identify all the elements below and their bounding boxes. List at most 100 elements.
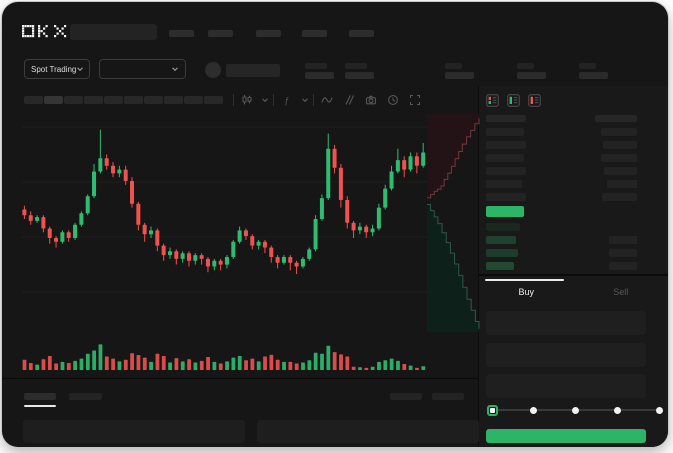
bottom-action-placeholder[interactable] [390, 393, 422, 400]
stat-value-placeholder [579, 72, 608, 79]
ask-amount-placeholder [601, 128, 637, 136]
compare-icon[interactable] [343, 94, 355, 106]
indicator-icon[interactable]: ƒ [281, 94, 293, 106]
pair-name-placeholder [226, 64, 280, 77]
nav-item-placeholder[interactable] [169, 30, 194, 37]
bid-amount-placeholder [609, 249, 637, 257]
tab-buy[interactable]: Buy [479, 279, 574, 305]
panel-divider [479, 274, 668, 276]
bid-price-placeholder [486, 223, 520, 231]
volume-bars [22, 344, 426, 370]
timeframe-button-placeholder[interactable] [204, 96, 223, 104]
ask-price-placeholder [486, 180, 522, 188]
bid-price-placeholder [486, 249, 518, 257]
ask-price-placeholder [486, 193, 526, 201]
stat-label-placeholder [305, 63, 327, 69]
ask-price-placeholder [486, 154, 524, 162]
stat-value-placeholder [445, 72, 474, 79]
line-style-icon[interactable] [321, 94, 333, 106]
timeframe-button-placeholder[interactable] [144, 96, 163, 104]
okx-logo-glyph [22, 25, 67, 38]
timeframe-button-placeholder[interactable] [24, 96, 43, 104]
nav-item-placeholder[interactable] [256, 30, 281, 37]
stat-value-placeholder [345, 72, 374, 79]
book-amount-header-placeholder [595, 115, 637, 122]
candles-icon[interactable] [241, 94, 253, 106]
bid-amount-placeholder [609, 236, 637, 244]
camera-icon[interactable] [365, 94, 377, 106]
order-input-placeholder[interactable] [486, 311, 646, 335]
slider-stop[interactable] [655, 406, 663, 414]
timeframe-button-placeholder[interactable] [84, 96, 103, 104]
ask-amount-placeholder [607, 180, 637, 188]
ask-amount-placeholder [602, 193, 637, 201]
fullscreen-icon[interactable] [409, 94, 421, 106]
slider-handle-dot [489, 407, 495, 413]
stat-label-placeholder [345, 63, 367, 69]
active-tab-indicator [24, 405, 56, 407]
bottom-tab-placeholder[interactable] [69, 393, 102, 400]
bottom-action-placeholder[interactable] [432, 393, 464, 400]
slider-stop[interactable] [613, 406, 621, 414]
coin-icon [205, 62, 221, 78]
bottom-panel [2, 378, 479, 447]
toolbar-divider [313, 94, 314, 106]
slider-stop[interactable] [572, 406, 579, 414]
book-bids-icon[interactable] [507, 94, 520, 107]
nav-item-placeholder[interactable] [302, 30, 327, 37]
timeframe-button-placeholder[interactable] [64, 96, 83, 104]
timeframe-button-placeholder[interactable] [184, 96, 203, 104]
chevron-down-icon[interactable] [299, 94, 311, 106]
history-icon[interactable] [387, 94, 399, 106]
bid-amount-placeholder [609, 262, 637, 270]
stat-label-placeholder [579, 63, 596, 69]
order-panel: Buy Sell [478, 86, 668, 447]
bottom-content-placeholder [257, 420, 479, 443]
chevron-down-icon [77, 67, 84, 72]
depth-chart [427, 114, 480, 332]
timeframe-button-placeholder[interactable] [164, 96, 183, 104]
book-price-header-placeholder [486, 115, 526, 122]
bottom-content-placeholder [23, 420, 245, 443]
slider-stop[interactable] [530, 406, 538, 414]
ask-amount-placeholder [601, 154, 637, 162]
timeframe-button-placeholder[interactable] [44, 96, 63, 104]
bid-price-placeholder [486, 262, 514, 270]
nav-item-placeholder[interactable] [349, 30, 374, 37]
trade-side-tabs: Buy Sell [479, 279, 668, 305]
book-all-icon[interactable] [486, 94, 499, 107]
chevron-down-icon [172, 67, 178, 72]
buy-submit-button[interactable] [486, 429, 646, 443]
ask-price-placeholder [486, 141, 526, 149]
candlestick-chart[interactable] [22, 114, 427, 314]
stat-value-placeholder [305, 72, 334, 79]
svg-text:ƒ: ƒ [284, 96, 289, 106]
order-input-placeholder[interactable] [486, 343, 646, 367]
nav-item-placeholder[interactable] [208, 30, 233, 37]
chevron-down-icon[interactable] [259, 94, 271, 106]
ask-price-placeholder [486, 167, 526, 175]
stat-value-placeholder [517, 72, 546, 79]
stat-label-placeholder [445, 63, 462, 69]
bottom-tab-placeholder[interactable] [24, 393, 56, 400]
ask-price-placeholder [486, 128, 524, 136]
bid-price-placeholder [486, 236, 516, 244]
ask-amount-placeholder [603, 141, 637, 149]
last-price-block [486, 206, 524, 217]
market-type-select[interactable]: Spot Trading [24, 59, 90, 79]
market-type-label: Spot Trading [31, 64, 77, 74]
slider-handle[interactable] [486, 404, 498, 416]
tab-sell[interactable]: Sell [613, 287, 629, 297]
book-asks-icon[interactable] [528, 94, 541, 107]
order-input-placeholder[interactable] [486, 374, 646, 398]
stat-label-placeholder [517, 63, 534, 69]
pair-select[interactable] [99, 59, 186, 79]
okx-logo [22, 25, 68, 38]
toolbar-divider [273, 94, 274, 106]
search-placeholder[interactable] [70, 24, 157, 40]
timeframe-button-placeholder[interactable] [124, 96, 143, 104]
toolbar-divider [233, 94, 234, 106]
trading-terminal: Spot Trading Buy Sell ƒ [2, 2, 668, 447]
ask-amount-placeholder [604, 167, 637, 175]
timeframe-button-placeholder[interactable] [104, 96, 123, 104]
